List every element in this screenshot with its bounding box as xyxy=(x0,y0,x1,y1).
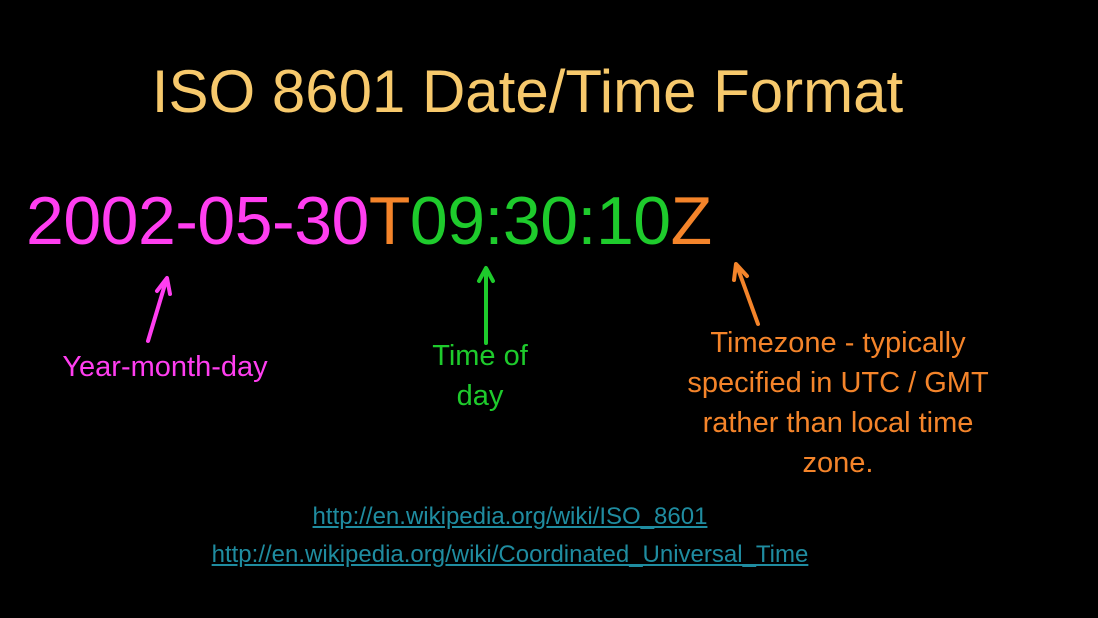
utc-wikipedia-link[interactable]: http://en.wikipedia.org/wiki/Coordinated… xyxy=(211,541,809,568)
timestamp-time-part: 09:30:10 xyxy=(409,183,671,259)
zone-arrow-icon xyxy=(732,262,760,326)
date-annotation-label: Year-month-day xyxy=(30,347,300,387)
date-annotation-text: Year-month-day xyxy=(62,351,268,383)
time-arrow-icon xyxy=(477,266,495,345)
timezone-annotation-line: zone. xyxy=(802,447,874,479)
date-arrow-icon xyxy=(146,276,172,343)
timezone-annotation-label: Timezone - typically specified in UTC / … xyxy=(648,323,1028,483)
timestamp-zone-part: Z xyxy=(670,183,713,259)
iso-timestamp: 2002-05-30T09:30:10Z xyxy=(26,181,712,261)
timestamp-t-separator: T xyxy=(368,183,411,259)
time-annotation-line: Time of xyxy=(432,340,528,372)
timezone-annotation-line: rather than local time xyxy=(702,407,974,439)
slide-title: ISO 8601 Date/Time Format xyxy=(151,58,904,125)
time-annotation-label: Time of day xyxy=(400,336,560,416)
timezone-annotation-line: Timezone - typically xyxy=(710,327,966,359)
timestamp-date-part: 2002-05-30 xyxy=(26,183,369,259)
time-annotation-line: day xyxy=(456,380,504,412)
iso-8601-wikipedia-link[interactable]: http://en.wikipedia.org/wiki/ISO_8601 xyxy=(312,503,708,530)
timezone-annotation-line: specified in UTC / GMT xyxy=(687,367,989,399)
